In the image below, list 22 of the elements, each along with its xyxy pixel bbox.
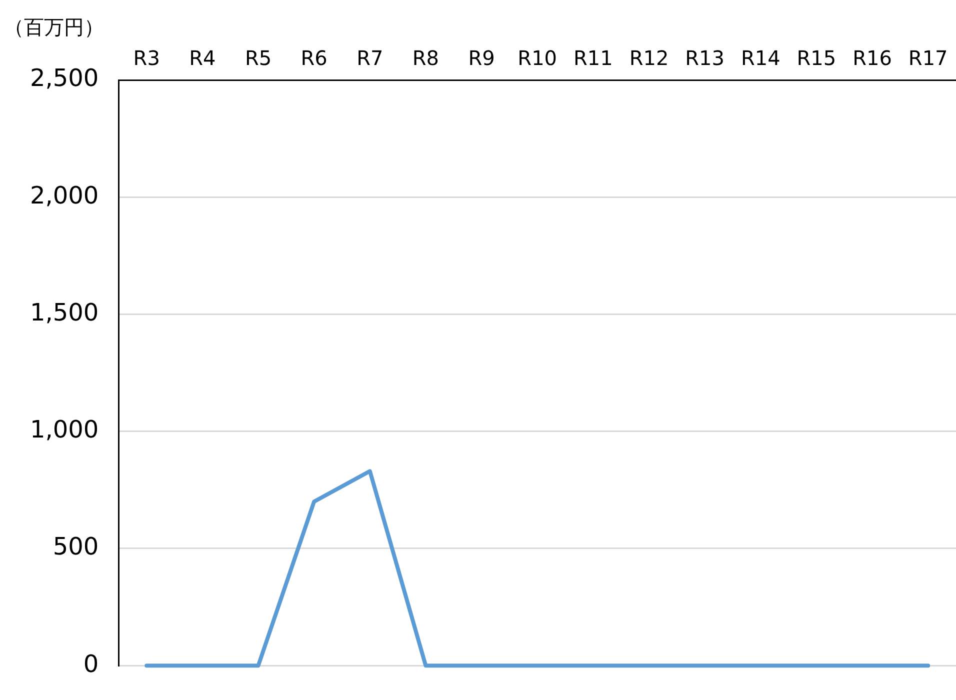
y-tick-label: 2,000	[30, 181, 99, 210]
x-tick-label: R10	[518, 46, 558, 70]
x-tick-label: R5	[244, 46, 272, 70]
x-tick-label: R3	[133, 46, 160, 70]
x-tick-label: R8	[412, 46, 440, 70]
x-tick-label: R9	[468, 46, 495, 70]
x-tick-label: R13	[685, 46, 724, 70]
x-tick-label: R14	[740, 46, 780, 70]
y-tick-label: 0	[83, 650, 99, 678]
x-tick-label: R11	[573, 46, 613, 70]
y-tick-label: 1,500	[30, 298, 99, 326]
x-tick-label: R7	[356, 46, 384, 70]
x-tick-label: R12	[629, 46, 669, 70]
x-tick-label: R16	[852, 46, 892, 70]
y-tick-label: 500	[52, 532, 99, 561]
y-axis-title: （百万円）	[4, 14, 104, 41]
y-tick-label: 2,500	[30, 64, 99, 92]
x-tick-label: R4	[189, 46, 216, 70]
x-tick-label: R17	[908, 46, 948, 70]
y-tick-label: 1,000	[30, 416, 99, 444]
x-tick-label: R6	[300, 46, 328, 70]
x-tick-label: R15	[796, 46, 836, 70]
